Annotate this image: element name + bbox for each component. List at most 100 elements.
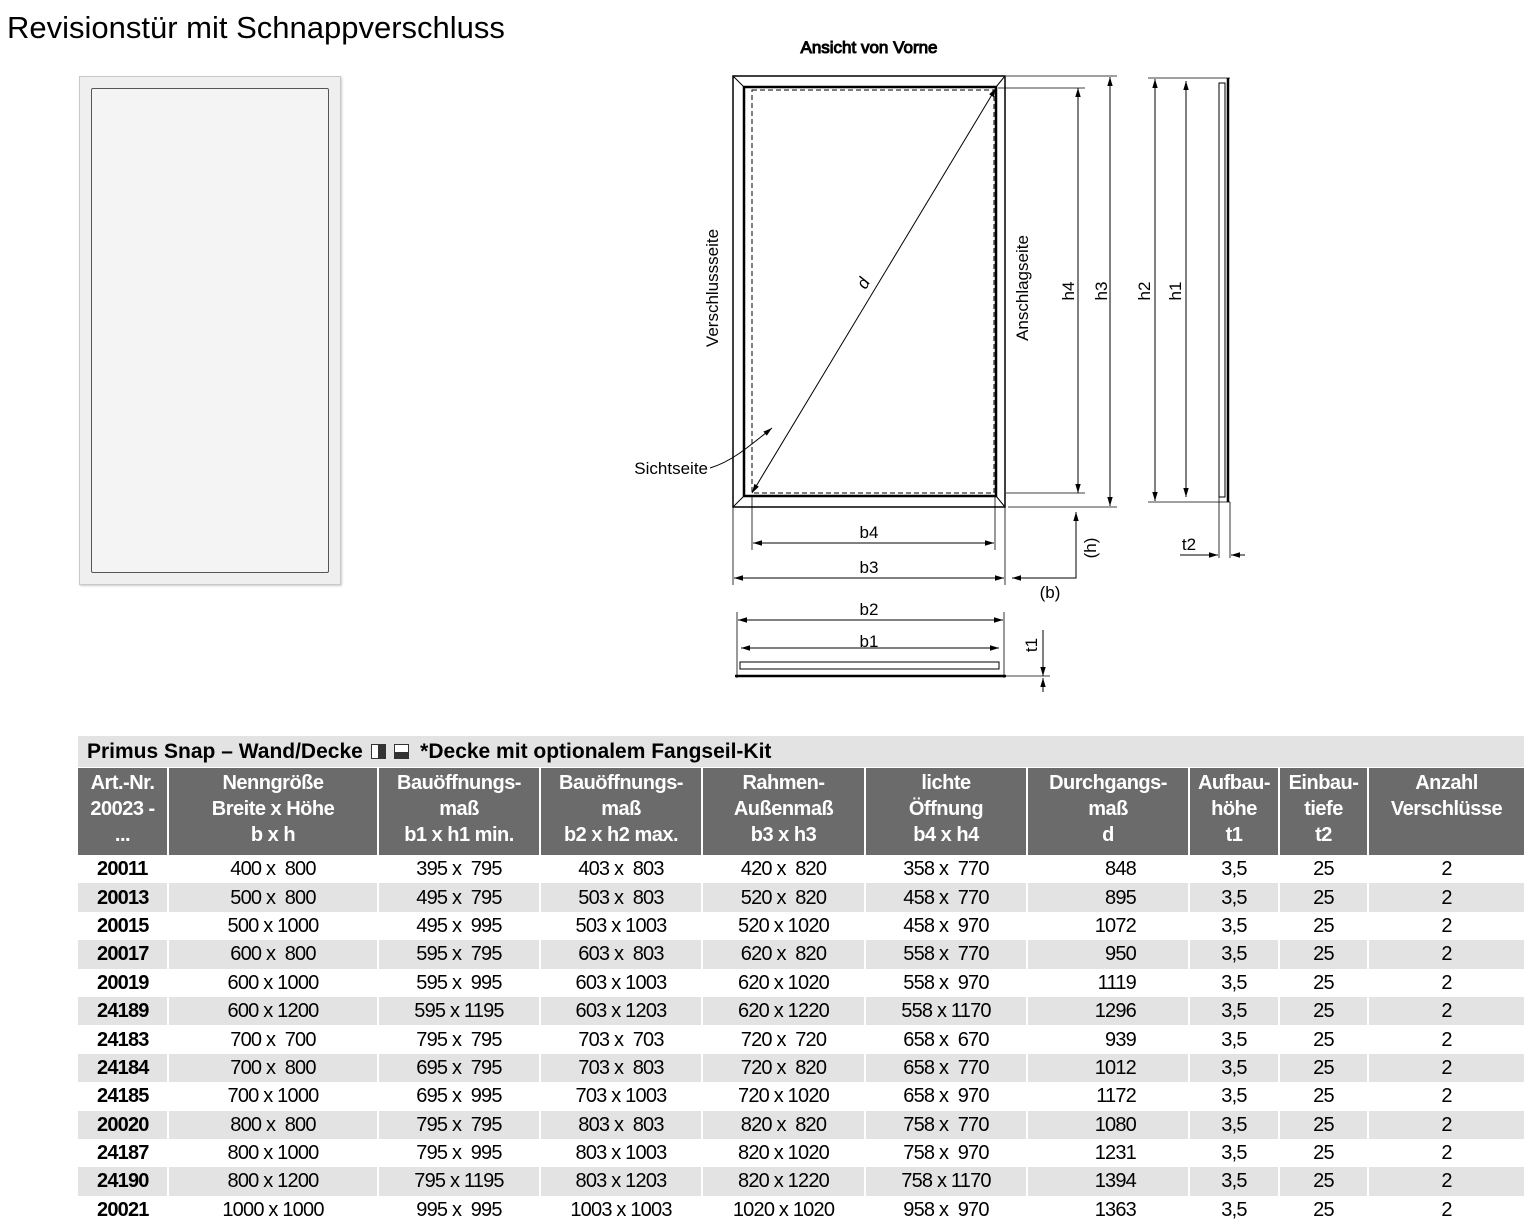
table-cell: 700 x 800 [169, 1053, 377, 1083]
table-cell: 595 x 995 [416, 971, 502, 994]
table-cell: 2 [1369, 883, 1524, 912]
product-photo [79, 76, 341, 585]
table-cell: 803 x 1203 [541, 1167, 701, 1196]
table-cell: 458 x 970 [903, 914, 989, 937]
table-cell: 700 x 700 [230, 1028, 316, 1051]
table-cell: 603 x 1003 [575, 971, 668, 994]
side-profile [1218, 82, 1226, 498]
table-cell: 3,5 [1221, 1198, 1247, 1221]
table-cell: 803 x 1003 [575, 1142, 668, 1165]
table-row: 24190 800 x 1200 795 x 1195 803 x 1203 820 x… [78, 1167, 1524, 1196]
table-cell: 1072 [1094, 914, 1137, 937]
table-cell: 25 [1313, 971, 1334, 994]
column-header-line: 20023 - [90, 798, 155, 820]
column-header-line: lichte [921, 772, 971, 794]
table-cell: 703 x 803 [541, 1053, 701, 1083]
table-cell: 1172 [1096, 1085, 1137, 1108]
column-header-line: b3 x h3 [750, 824, 817, 846]
table-cell: 958 x 970 [903, 1198, 989, 1221]
table-cell: 558 x 1170 [866, 996, 1026, 1026]
article-number-cell: 24189 [78, 996, 167, 1026]
column-header-line: Anzahl [1415, 772, 1478, 794]
column-header: Rahmen- Außenmaß b3 x h3 [703, 767, 864, 855]
table-cell: 25 [1280, 883, 1367, 912]
table-cell: 895 [1028, 883, 1188, 912]
table-row: 24183 700 x 700 795 x 795 703 x 703 720 x 72… [78, 1025, 1524, 1053]
table-cell: 658 x 970 [903, 1085, 989, 1108]
table-cell: 758 x 970 [903, 1142, 989, 1165]
table-cell: 500 x 1000 [227, 914, 320, 937]
table-cell: 3,5 [1221, 858, 1247, 881]
label-t2: t2 [1182, 535, 1196, 554]
dimension-table: Art.-Nr. 20023 -... Nenngröße Breite x Höhe… [76, 767, 1526, 1224]
door-panel [91, 88, 329, 573]
table-cell: 620 x 1020 [738, 971, 830, 994]
column-header-line: Nenngröße [222, 772, 324, 794]
table-cell: 2 [1441, 971, 1452, 994]
table-cell: 939 [1105, 1028, 1137, 1051]
table-cell: 500 x 800 [169, 883, 377, 912]
table-cell: 695 x 995 [416, 1085, 502, 1108]
table-cell: 2 [1369, 940, 1524, 969]
table-row: 20011 400 x 800 395 x 795 403 x 803 420 x 82… [78, 855, 1524, 883]
caption-title: Primus Snap – Wand/Decke [87, 740, 363, 763]
table-row: 20021 1000 x 1000 995 x 995 1003 x 1003 1020… [78, 1196, 1524, 1224]
table-cell: 25 [1313, 1028, 1334, 1051]
table-cell: 3,5 [1221, 1085, 1247, 1108]
article-number-cell: 20020 [78, 1110, 167, 1139]
column-header-line: Einbau- [1288, 772, 1359, 794]
outer-frame [732, 75, 1006, 508]
label-b: (b) [1040, 583, 1061, 602]
column-header-line: maß [601, 798, 641, 820]
column-header-line: t2 [1315, 824, 1332, 846]
column-header: Einbau-tiefe t2 [1280, 767, 1367, 855]
table-cell: 800 x 1000 [227, 1142, 320, 1165]
label-t1: t1 [1022, 638, 1041, 652]
table-row: 24187 800 x 1000 795 x 995 803 x 1003 820 x … [78, 1139, 1524, 1167]
table-cell: 1012 [1028, 1053, 1188, 1083]
table-cell: 420 x 820 [740, 858, 827, 881]
label-b2: b2 [860, 600, 879, 619]
table-cell: 25 [1313, 858, 1334, 881]
column-header-line: Verschlüsse [1390, 798, 1503, 820]
column-header-line: b4 x h4 [913, 824, 979, 846]
table-cell: 703 x 1003 [575, 1085, 668, 1108]
wall-mount-icon [370, 744, 386, 759]
table-caption: Primus Snap – Wand/Decke *Decke mit opti… [78, 736, 1524, 767]
column-header-line: maß [1088, 798, 1128, 820]
table-cell: 758 x 770 [866, 1110, 1026, 1139]
column-header: Aufbau-höhe t1 [1190, 767, 1278, 855]
table-cell: 2 [1441, 914, 1452, 937]
table-cell: 703 x 703 [578, 1028, 664, 1051]
view-label: Ansicht von Vorne [800, 38, 937, 57]
column-header-line: Durchgangs- [1049, 772, 1167, 794]
ceiling-mount-icon [393, 744, 409, 759]
table-cell: 658 x 670 [903, 1028, 989, 1051]
table-cell: 1003 x 1003 [570, 1198, 672, 1221]
table-cell: 820 x 1220 [703, 1167, 864, 1196]
table-cell: 3,5 [1190, 883, 1278, 912]
column-header: Art.-Nr. 20023 -... [78, 767, 167, 855]
product-table: Primus Snap – Wand/Decke *Decke mit opti… [78, 736, 1524, 1224]
table-cell: 795 x 795 [379, 1110, 539, 1139]
table-cell: 2 [1441, 1028, 1452, 1051]
label-d: d [853, 274, 874, 292]
table-cell: 495 x 795 [379, 883, 539, 912]
table-cell: 495 x 995 [416, 914, 502, 937]
table-cell: 520 x 1020 [738, 914, 830, 937]
table-cell: 758 x 1170 [866, 1167, 1026, 1196]
label-b1: b1 [860, 632, 879, 651]
label-h: (h) [1081, 538, 1100, 559]
table-cell: 3,5 [1190, 1167, 1278, 1196]
table-row: 20015 500 x 1000 495 x 995 503 x 1003 520 x … [78, 912, 1524, 940]
article-number-cell: 20013 [78, 883, 167, 912]
table-cell: 1363 [1094, 1198, 1137, 1221]
column-header: Anzahl Verschlüsse [1369, 767, 1524, 855]
table-cell: 25 [1313, 1142, 1334, 1165]
label-h3: h3 [1092, 282, 1111, 301]
article-number-cell: 20011 [97, 858, 148, 881]
table-cell: 600 x 1200 [169, 996, 377, 1026]
article-number-cell: 20019 [97, 971, 149, 994]
table-cell: 620 x 820 [703, 940, 864, 969]
article-number-cell: 24184 [78, 1053, 167, 1083]
